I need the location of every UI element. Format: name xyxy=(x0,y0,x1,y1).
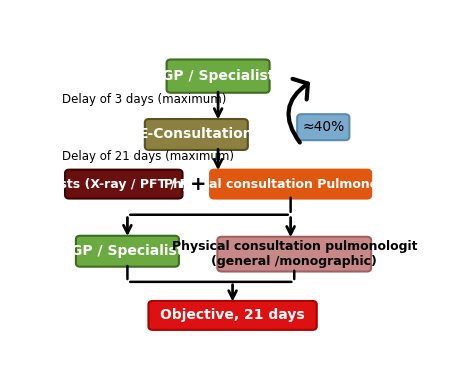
FancyBboxPatch shape xyxy=(167,60,270,93)
FancyArrowPatch shape xyxy=(288,79,308,143)
FancyBboxPatch shape xyxy=(76,236,179,267)
Text: +: + xyxy=(190,175,206,194)
Text: GP / Specialist: GP / Specialist xyxy=(71,244,183,258)
Text: GP / Specialist: GP / Specialist xyxy=(162,69,274,83)
Text: Delay of 3 days (maximum): Delay of 3 days (maximum) xyxy=(62,93,227,106)
FancyBboxPatch shape xyxy=(65,170,183,199)
Text: Tests (X-ray / PFT / RP): Tests (X-ray / PFT / RP) xyxy=(44,178,204,191)
FancyBboxPatch shape xyxy=(145,119,248,150)
FancyBboxPatch shape xyxy=(217,237,371,271)
Text: Physical consultation pulmonologit
(general /monographic): Physical consultation pulmonologit (gene… xyxy=(171,240,417,268)
Text: E-Consultation: E-Consultation xyxy=(139,127,254,141)
FancyBboxPatch shape xyxy=(148,301,317,330)
Text: Delay of 21 days (maximum): Delay of 21 days (maximum) xyxy=(62,150,234,163)
Text: ≈40%: ≈40% xyxy=(302,120,344,134)
FancyBboxPatch shape xyxy=(297,114,350,140)
Text: Objective, 21 days: Objective, 21 days xyxy=(160,309,305,323)
Text: Physical consultation Pulmonologist: Physical consultation Pulmonologist xyxy=(164,178,417,191)
FancyBboxPatch shape xyxy=(210,170,371,199)
